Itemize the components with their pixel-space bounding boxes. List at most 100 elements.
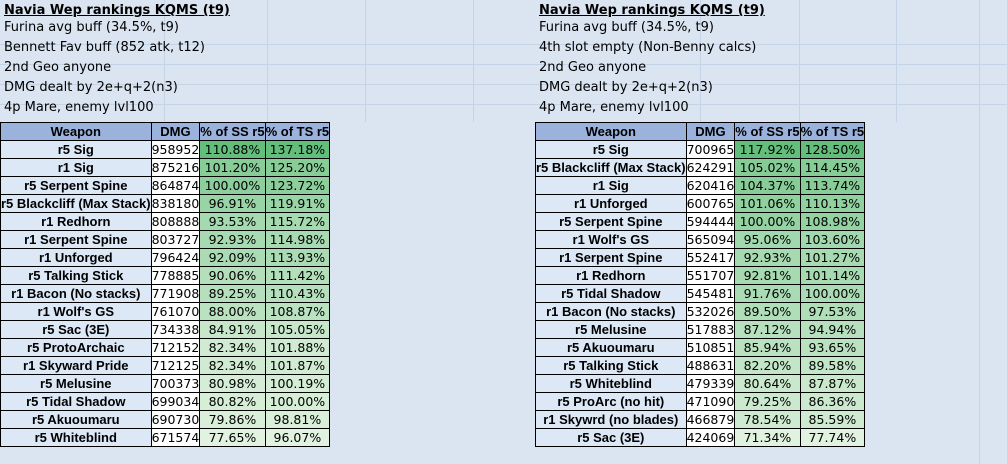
weapon-cell[interactable]: r5 Sac (3E) (0, 320, 152, 339)
header-dmg[interactable]: DMG (685, 122, 736, 141)
ts-pct-cell[interactable]: 110.13% (799, 194, 866, 213)
ts-pct-cell[interactable]: 137.18% (264, 140, 331, 159)
right-note-geo[interactable]: 2nd Geo anyone (539, 60, 647, 75)
left-note-furina[interactable]: Furina avg buff (34.5%, t9) (4, 20, 179, 35)
weapon-cell[interactable]: r5 ProtoArchaic (0, 338, 152, 357)
dmg-cell[interactable]: 479339 (685, 374, 736, 393)
weapon-cell[interactable]: r5 Sig (0, 140, 152, 159)
weapon-cell[interactable]: r1 Bacon (No stacks) (535, 302, 687, 321)
ts-pct-cell[interactable]: 101.87% (264, 356, 331, 375)
ss-pct-cell[interactable]: 71.34% (734, 428, 801, 447)
ts-pct-cell[interactable]: 123.72% (264, 176, 331, 195)
dmg-cell[interactable]: 565094 (685, 230, 736, 249)
weapon-cell[interactable]: r5 Serpent Spine (535, 212, 687, 231)
ss-pct-cell[interactable]: 89.50% (734, 302, 801, 321)
ts-pct-cell[interactable]: 108.98% (799, 212, 866, 231)
ss-pct-cell[interactable]: 90.06% (199, 266, 266, 285)
dmg-cell[interactable]: 761070 (150, 302, 201, 321)
dmg-cell[interactable]: 778885 (150, 266, 201, 285)
weapon-cell[interactable]: r5 ProArc (no hit) (535, 392, 687, 411)
weapon-cell[interactable]: r5 Akuoumaru (0, 410, 152, 429)
ts-pct-cell[interactable]: 111.42% (264, 266, 331, 285)
weapon-cell[interactable]: r5 Talking Stick (535, 356, 687, 375)
dmg-cell[interactable]: 803727 (150, 230, 201, 249)
right-note-empty-slot[interactable]: 4th slot empty (Non-Benny calcs) (539, 40, 757, 55)
dmg-cell[interactable]: 864874 (150, 176, 201, 195)
ss-pct-cell[interactable]: 100.00% (734, 212, 801, 231)
header-ts-pct[interactable]: % of TS r5 (264, 122, 331, 141)
ts-pct-cell[interactable]: 128.50% (799, 140, 866, 159)
dmg-cell[interactable]: 712125 (150, 356, 201, 375)
dmg-cell[interactable]: 551707 (685, 266, 736, 285)
weapon-cell[interactable]: r1 Bacon (No stacks) (0, 284, 152, 303)
weapon-cell[interactable]: r1 Sig (535, 176, 687, 195)
weapon-cell[interactable]: r5 Sac (3E) (535, 428, 687, 447)
ts-pct-cell[interactable]: 105.05% (264, 320, 331, 339)
dmg-cell[interactable]: 796424 (150, 248, 201, 267)
ts-pct-cell[interactable]: 97.53% (799, 302, 866, 321)
dmg-cell[interactable]: 620416 (685, 176, 736, 195)
dmg-cell[interactable]: 875216 (150, 158, 201, 177)
ss-pct-cell[interactable]: 89.25% (199, 284, 266, 303)
ts-pct-cell[interactable]: 115.72% (264, 212, 331, 231)
dmg-cell[interactable]: 488631 (685, 356, 736, 375)
ss-pct-cell[interactable]: 100.00% (199, 176, 266, 195)
ts-pct-cell[interactable]: 114.98% (264, 230, 331, 249)
ss-pct-cell[interactable]: 79.25% (734, 392, 801, 411)
weapon-cell[interactable]: r1 Serpent Spine (535, 248, 687, 267)
weapon-cell[interactable]: r1 Wolf's GS (0, 302, 152, 321)
dmg-cell[interactable]: 545481 (685, 284, 736, 303)
ss-pct-cell[interactable]: 79.86% (199, 410, 266, 429)
ts-pct-cell[interactable]: 93.65% (799, 338, 866, 357)
dmg-cell[interactable]: 771908 (150, 284, 201, 303)
dmg-cell[interactable]: 424069 (685, 428, 736, 447)
dmg-cell[interactable]: 699034 (150, 392, 201, 411)
right-note-furina[interactable]: Furina avg buff (34.5%, t9) (539, 20, 714, 35)
header-ss-pct[interactable]: % of SS r5 (199, 122, 266, 141)
dmg-cell[interactable]: 734338 (150, 320, 201, 339)
ts-pct-cell[interactable]: 113.93% (264, 248, 331, 267)
weapon-cell[interactable]: r1 Redhorn (0, 212, 152, 231)
dmg-cell[interactable]: 517883 (685, 320, 736, 339)
dmg-cell[interactable]: 838180 (150, 194, 201, 213)
ss-pct-cell[interactable]: 101.06% (734, 194, 801, 213)
left-title[interactable]: Navia Wep rankings KQMS (t9) (4, 3, 230, 18)
weapon-cell[interactable]: r5 Tidal Shadow (0, 392, 152, 411)
weapon-cell[interactable]: r1 Skywrd (no blades) (535, 410, 687, 429)
ss-pct-cell[interactable]: 105.02% (734, 158, 801, 177)
dmg-cell[interactable]: 671574 (150, 428, 201, 447)
ss-pct-cell[interactable]: 96.91% (199, 194, 266, 213)
weapon-cell[interactable]: r5 Blackcliff (Max Stack) (0, 194, 152, 213)
ts-pct-cell[interactable]: 110.43% (264, 284, 331, 303)
ss-pct-cell[interactable]: 78.54% (734, 410, 801, 429)
weapon-cell[interactable]: r1 Sig (0, 158, 152, 177)
dmg-cell[interactable]: 471090 (685, 392, 736, 411)
dmg-cell[interactable]: 532026 (685, 302, 736, 321)
header-ts-pct[interactable]: % of TS r5 (799, 122, 866, 141)
ts-pct-cell[interactable]: 114.45% (799, 158, 866, 177)
ts-pct-cell[interactable]: 87.87% (799, 374, 866, 393)
ss-pct-cell[interactable]: 82.34% (199, 356, 266, 375)
ts-pct-cell[interactable]: 77.74% (799, 428, 866, 447)
weapon-cell[interactable]: r1 Wolf's GS (535, 230, 687, 249)
weapon-cell[interactable]: r5 Whiteblind (0, 428, 152, 447)
ss-pct-cell[interactable]: 87.12% (734, 320, 801, 339)
ts-pct-cell[interactable]: 94.94% (799, 320, 866, 339)
dmg-cell[interactable]: 700965 (685, 140, 736, 159)
ss-pct-cell[interactable]: 80.82% (199, 392, 266, 411)
header-ss-pct[interactable]: % of SS r5 (734, 122, 801, 141)
dmg-cell[interactable]: 808888 (150, 212, 201, 231)
dmg-cell[interactable]: 510851 (685, 338, 736, 357)
header-dmg[interactable]: DMG (150, 122, 201, 141)
ts-pct-cell[interactable]: 86.36% (799, 392, 866, 411)
ts-pct-cell[interactable]: 96.07% (264, 428, 331, 447)
ts-pct-cell[interactable]: 113.74% (799, 176, 866, 195)
ss-pct-cell[interactable]: 93.53% (199, 212, 266, 231)
ss-pct-cell[interactable]: 92.09% (199, 248, 266, 267)
ss-pct-cell[interactable]: 95.06% (734, 230, 801, 249)
ts-pct-cell[interactable]: 100.00% (264, 392, 331, 411)
dmg-cell[interactable]: 958952 (150, 140, 201, 159)
weapon-cell[interactable]: r5 Whiteblind (535, 374, 687, 393)
weapon-cell[interactable]: r1 Unforged (535, 194, 687, 213)
left-note-bennett[interactable]: Bennett Fav buff (852 atk, t12) (4, 40, 205, 55)
